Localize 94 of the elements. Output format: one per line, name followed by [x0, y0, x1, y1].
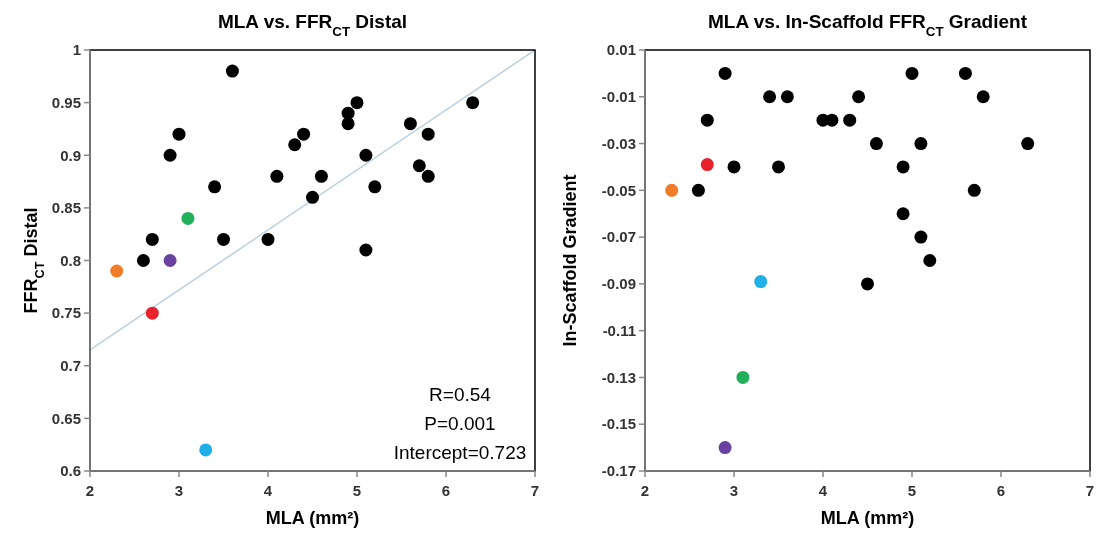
x-tick-label: 7	[530, 482, 540, 499]
point	[403, 117, 417, 131]
point	[958, 66, 972, 80]
y-tick-label: -0.13	[601, 368, 636, 386]
x-tick-label: 2	[85, 482, 95, 499]
point	[914, 137, 928, 151]
annotation: R=0.54	[429, 384, 492, 405]
point	[763, 90, 777, 104]
y-tick-label: 0.6	[60, 462, 81, 480]
x-axis-title: MLA (mm²)	[265, 508, 360, 528]
y-tick-label: -0.09	[601, 275, 636, 293]
x-tick-label: 2	[640, 482, 650, 499]
point	[700, 113, 714, 127]
point	[665, 183, 679, 197]
point	[852, 90, 866, 104]
point	[421, 169, 435, 183]
point	[718, 441, 732, 455]
x-tick-label: 7	[1085, 482, 1095, 499]
point	[923, 254, 937, 267]
point	[780, 90, 794, 104]
point	[896, 207, 910, 221]
point	[421, 127, 435, 141]
point	[976, 90, 990, 104]
chart-title: MLA vs. FFR$_{CT}$ Distal	[217, 11, 408, 39]
y-tick-label: 0.9	[60, 146, 81, 164]
y-tick-label: -0.07	[601, 228, 636, 246]
point	[861, 277, 874, 291]
point	[967, 183, 981, 197]
annotation: Intercept=0.723	[393, 442, 527, 463]
point	[199, 443, 213, 457]
y-tick-label: 0.85	[51, 199, 81, 217]
point	[1021, 137, 1035, 151]
point	[225, 64, 239, 78]
y-axis-title: In-Scaffold Gradient	[559, 174, 580, 347]
y-tick-label: 1	[72, 41, 81, 59]
point	[288, 138, 302, 152]
point	[110, 264, 124, 278]
x-tick-label: 3	[729, 482, 739, 499]
y-tick-label: 0.65	[51, 409, 81, 427]
point	[181, 211, 195, 225]
point	[350, 96, 364, 110]
y-tick-label: -0.17	[601, 462, 636, 480]
point	[270, 169, 284, 183]
x-tick-label: 4	[263, 482, 273, 499]
x-tick-label: 6	[996, 482, 1006, 499]
point	[145, 232, 159, 246]
x-tick-label: 6	[441, 482, 451, 499]
y-tick-label: 0.95	[51, 93, 81, 111]
x-tick-label: 5	[907, 482, 917, 499]
y-tick-label: 0.01	[606, 41, 636, 59]
point	[217, 232, 230, 246]
chart-title: MLA vs. In-Scaffold FFR$_{CT}$ Gradient	[708, 11, 1028, 39]
x-tick-label: 3	[174, 482, 184, 499]
annotation: P=0.001	[424, 413, 496, 434]
point	[412, 159, 426, 173]
point	[466, 96, 480, 110]
point	[163, 254, 177, 267]
point	[163, 148, 177, 162]
point	[359, 243, 373, 257]
point	[869, 137, 883, 151]
point	[718, 66, 732, 80]
y-tick-label: -0.03	[601, 134, 636, 152]
point	[208, 180, 222, 194]
point	[172, 127, 186, 141]
point	[341, 117, 355, 131]
point	[896, 160, 910, 174]
point	[736, 370, 750, 384]
point	[700, 158, 714, 172]
point	[772, 160, 785, 174]
y-tick-label: 0.75	[51, 304, 81, 322]
y-tick-label: -0.11	[602, 321, 636, 339]
point	[261, 232, 275, 246]
point	[368, 180, 382, 194]
x-tick-label: 4	[818, 482, 828, 499]
point	[306, 190, 319, 204]
point	[843, 113, 857, 127]
point	[359, 148, 373, 162]
point	[825, 113, 839, 127]
y-tick-label: -0.15	[601, 415, 636, 433]
x-axis-title: MLA (mm²)	[820, 508, 915, 528]
point	[914, 230, 928, 244]
point	[145, 306, 159, 320]
y-tick-label: 0.8	[60, 251, 81, 269]
y-tick-label: 0.7	[60, 357, 81, 374]
point	[754, 275, 768, 289]
point	[727, 160, 741, 174]
point	[905, 66, 919, 80]
y-tick-label: -0.01	[601, 88, 636, 106]
point	[136, 254, 150, 267]
point	[314, 169, 328, 183]
point	[691, 183, 705, 197]
y-tick-label: -0.05	[601, 181, 636, 199]
point	[297, 127, 311, 141]
x-tick-label: 5	[352, 482, 362, 499]
